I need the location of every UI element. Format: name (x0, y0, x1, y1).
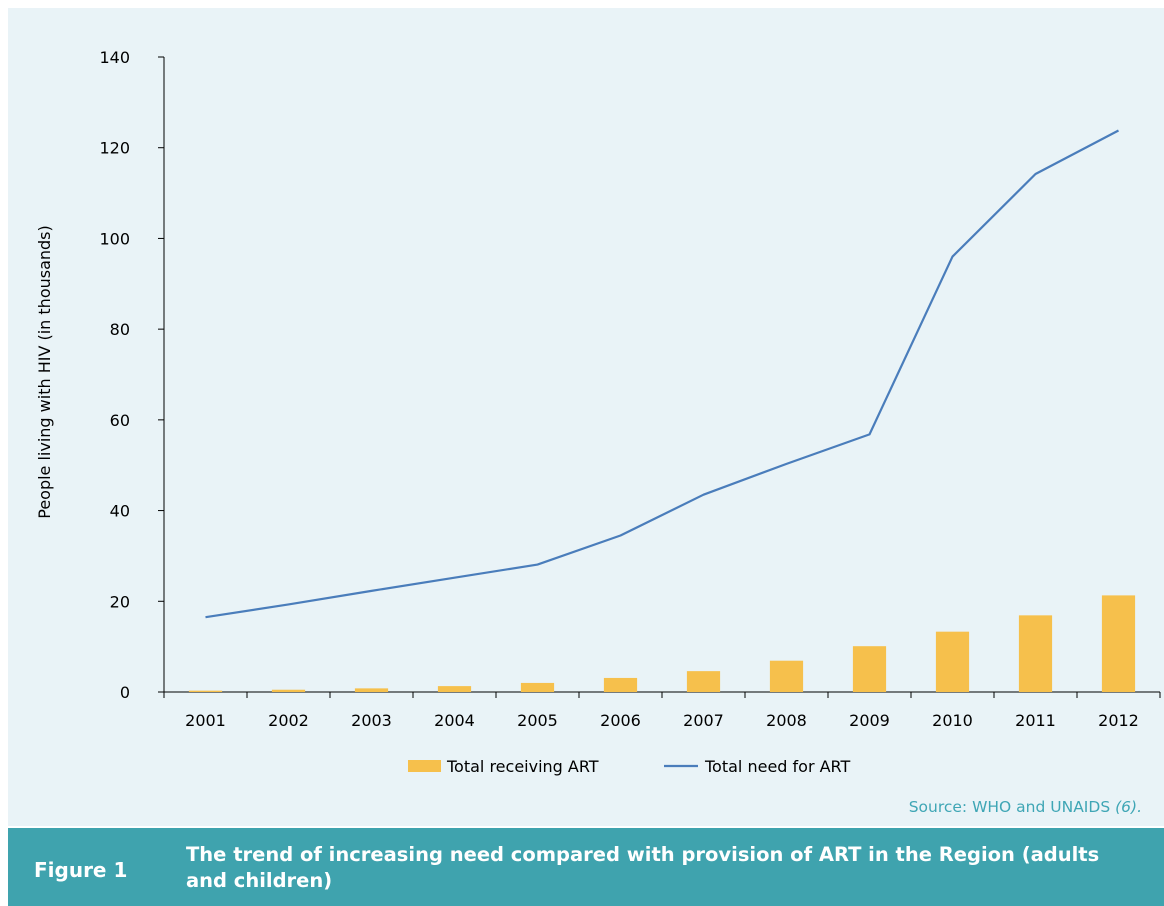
x-tick-label: 2011 (1015, 711, 1056, 730)
x-axis: 2001 2002 2003 2004 2005 2006 2007 2008 2009 2010… (163, 691, 1161, 730)
y-tick-label: 140 (99, 48, 130, 67)
source-note: Source: WHO and UNAIDS (6). (909, 798, 1142, 816)
x-tick-label: 2009 (849, 711, 890, 730)
y-tick-label: 100 (99, 229, 130, 248)
bar-2001 (188, 690, 223, 692)
x-tick-label: 2012 (1098, 711, 1139, 730)
x-tick-label: 2002 (268, 711, 309, 730)
caption-bar: Figure 1 The trend of increasing need co… (8, 828, 1164, 906)
y-tick-label: 20 (110, 592, 130, 611)
x-tick-label: 2004 (434, 711, 475, 730)
x-tick-label: 2001 (185, 711, 226, 730)
x-tick-label: 2003 (351, 711, 392, 730)
source-reference: (6). (1115, 798, 1142, 816)
x-tick-label: 2008 (766, 711, 807, 730)
line-series (205, 129, 1120, 619)
x-tick-label: 2007 (683, 711, 724, 730)
y-tick-label: 60 (110, 411, 130, 430)
y-tick-label: 80 (110, 320, 130, 339)
bar-2005 (520, 682, 555, 692)
figure-label: Figure 1 (34, 858, 128, 882)
x-tick-label: 2010 (932, 711, 973, 730)
legend-label-line: Total need for ART (704, 757, 851, 776)
bar-2012 (1101, 595, 1136, 692)
legend-label-bars: Total receiving ART (446, 757, 599, 776)
y-tick-label: 0 (120, 683, 130, 702)
need-line (205, 129, 1120, 619)
x-tick-label: 2005 (517, 711, 558, 730)
source-text: Source: WHO and UNAIDS (908, 798, 1111, 816)
bar-2008 (769, 660, 804, 692)
legend: Total receiving ART Total need for ART (408, 757, 851, 776)
bar-2007 (686, 671, 721, 692)
bar-2011 (1018, 615, 1053, 692)
bar-2003 (354, 688, 389, 692)
figure-caption: The trend of increasing need compared wi… (186, 843, 1100, 892)
figure-panel (8, 8, 1164, 826)
bar-2009 (852, 646, 887, 692)
bar-series (188, 595, 1136, 692)
bar-2006 (603, 677, 638, 692)
bar-2004 (437, 686, 472, 692)
bar-2002 (271, 689, 306, 692)
y-axis-title: People living with HIV (in thousands) (35, 225, 54, 519)
bar-2010 (935, 631, 970, 692)
y-axis: 0 20 40 60 80 100 120 140 (99, 48, 165, 702)
x-tick-label: 2006 (600, 711, 641, 730)
y-tick-label: 40 (110, 502, 130, 521)
legend-swatch-bars (408, 760, 441, 772)
y-tick-label: 120 (99, 139, 130, 158)
